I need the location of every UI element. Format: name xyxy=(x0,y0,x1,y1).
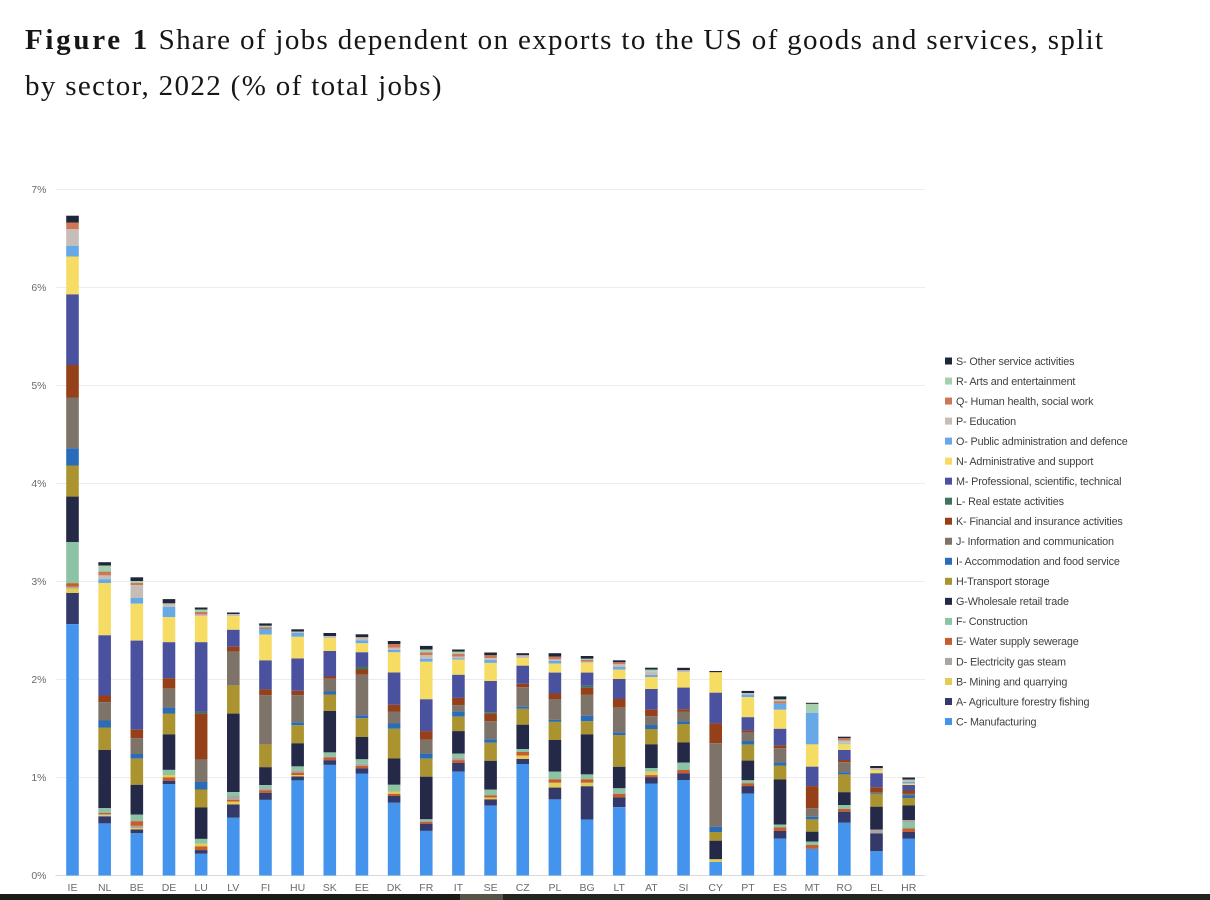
svg-text:I- Accommodation and food serv: I- Accommodation and food service xyxy=(956,556,1120,568)
svg-text:N- Administrative and support: N- Administrative and support xyxy=(956,456,1093,468)
svg-text:H-Transport storage: H-Transport storage xyxy=(956,576,1050,588)
svg-text:7%: 7% xyxy=(31,184,46,196)
svg-text:5%: 5% xyxy=(31,380,46,392)
svg-text:IT: IT xyxy=(454,882,464,894)
svg-text:FI: FI xyxy=(261,882,270,894)
svg-text:CY: CY xyxy=(708,882,723,894)
svg-text:S- Other service activities: S- Other service activities xyxy=(956,356,1075,368)
svg-text:G-Wholesale retail trade: G-Wholesale retail trade xyxy=(956,596,1069,608)
svg-text:4%: 4% xyxy=(31,478,46,490)
svg-text:C- Manufacturing: C- Manufacturing xyxy=(956,716,1037,728)
svg-text:A- Agriculture forestry fishin: A- Agriculture forestry fishing xyxy=(956,696,1090,708)
svg-text:Q- Human health, social work: Q- Human health, social work xyxy=(956,396,1094,408)
svg-text:LU: LU xyxy=(194,882,207,894)
svg-text:6%: 6% xyxy=(31,282,46,294)
svg-text:ES: ES xyxy=(773,882,787,894)
svg-text:L- Real estate activities: L- Real estate activities xyxy=(956,496,1065,508)
svg-text:1%: 1% xyxy=(31,772,46,784)
svg-text:2%: 2% xyxy=(31,674,46,686)
svg-text:SK: SK xyxy=(323,882,337,894)
svg-text:HR: HR xyxy=(901,882,917,894)
svg-text:B- Mining and quarrying: B- Mining and quarrying xyxy=(956,676,1067,688)
svg-text:K- Financial and insurance act: K- Financial and insurance activities xyxy=(956,516,1123,528)
svg-text:D- Electricity gas steam: D- Electricity gas steam xyxy=(956,656,1066,668)
svg-text:PL: PL xyxy=(548,882,561,894)
svg-text:R- Arts and entertainment: R- Arts and entertainment xyxy=(956,376,1075,388)
svg-text:J- Information and communicati: J- Information and communication xyxy=(956,536,1114,548)
svg-text:3%: 3% xyxy=(31,576,46,588)
svg-text:EE: EE xyxy=(355,882,369,894)
svg-text:HU: HU xyxy=(290,882,305,894)
svg-text:MT: MT xyxy=(805,882,821,894)
svg-text:M- Professional, scientific, t: M- Professional, scientific, technical xyxy=(956,476,1121,488)
svg-text:LT: LT xyxy=(613,882,625,894)
svg-text:PT: PT xyxy=(741,882,755,894)
svg-text:F- Construction: F- Construction xyxy=(956,616,1028,628)
svg-text:AT: AT xyxy=(645,882,658,894)
svg-text:RO: RO xyxy=(836,882,852,894)
svg-text:DE: DE xyxy=(162,882,177,894)
svg-text:SI: SI xyxy=(679,882,689,894)
svg-text:BG: BG xyxy=(580,882,595,894)
svg-text:P- Education: P- Education xyxy=(956,416,1016,428)
svg-text:DK: DK xyxy=(387,882,402,894)
svg-text:E- Water supply sewerage: E- Water supply sewerage xyxy=(956,636,1079,648)
svg-text:O- Public administration and d: O- Public administration and defence xyxy=(956,436,1128,448)
svg-text:LV: LV xyxy=(227,882,239,894)
svg-text:NL: NL xyxy=(98,882,112,894)
svg-text:IE: IE xyxy=(68,882,78,894)
svg-text:CZ: CZ xyxy=(516,882,531,894)
svg-text:EL: EL xyxy=(870,882,883,894)
svg-text:0%: 0% xyxy=(31,870,46,882)
svg-text:BE: BE xyxy=(130,882,144,894)
svg-text:SE: SE xyxy=(484,882,498,894)
svg-text:FR: FR xyxy=(419,882,433,894)
